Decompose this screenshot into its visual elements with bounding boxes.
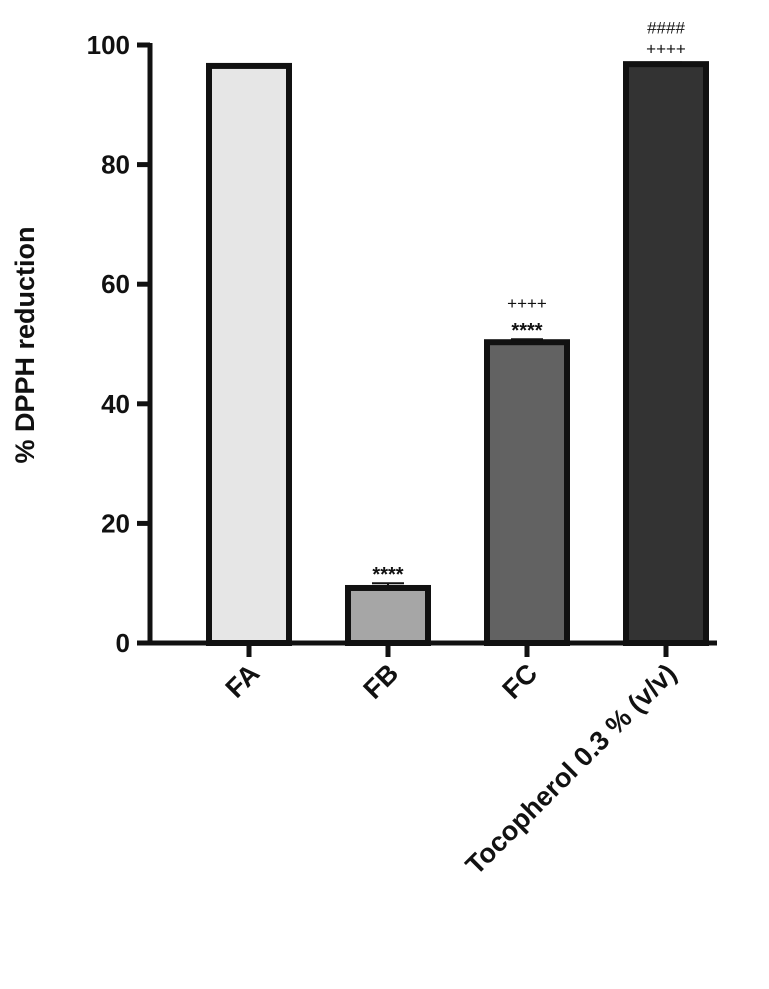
- y-axis-title: % DPPH reduction: [10, 226, 40, 463]
- y-tick-label: 0: [116, 628, 130, 658]
- x-tick-label: Tocopherol 0.3 % (v/v): [460, 658, 682, 880]
- bar: [484, 339, 570, 646]
- significance-label: ****: [372, 564, 403, 586]
- significance-label: ****: [511, 320, 542, 342]
- bars: **** **** ++++ ++++ ####: [206, 18, 709, 647]
- y-tick-label: 60: [101, 269, 130, 299]
- y-tick-label: 40: [101, 389, 130, 419]
- x-tick-label: FC: [497, 658, 544, 705]
- bar: [206, 62, 292, 647]
- y-tick-label: 80: [101, 150, 130, 180]
- significance-label: ++++: [646, 39, 686, 58]
- y-tick-label: 100: [87, 30, 130, 60]
- y-tick-label: 20: [101, 508, 130, 538]
- y-axis: 0 20 40 60 80 100: [87, 30, 153, 658]
- bar: [623, 61, 709, 647]
- significance-label: ++++: [507, 294, 547, 313]
- x-tick-label: FB: [358, 658, 405, 705]
- bar: [345, 584, 431, 647]
- x-tick-label: FA: [220, 658, 266, 704]
- significance-label: ####: [647, 18, 685, 37]
